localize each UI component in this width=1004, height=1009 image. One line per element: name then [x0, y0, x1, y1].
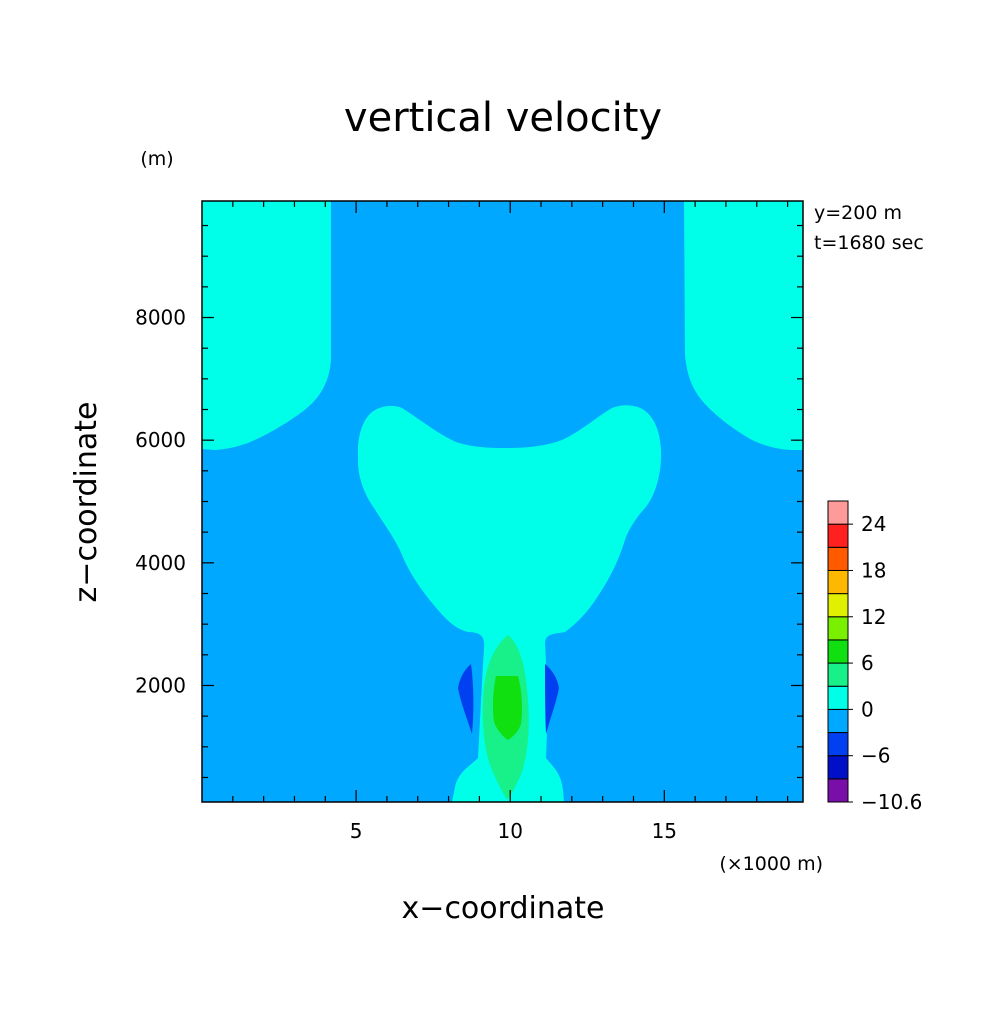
colorbar-swatch	[827, 546, 849, 571]
colorbar-swatch	[827, 662, 849, 687]
colorbar-tick-label: 12	[861, 605, 886, 629]
chart-title: vertical velocity	[344, 95, 662, 141]
colorbar-swatch	[827, 523, 849, 548]
colorbar-swatch	[827, 593, 849, 618]
colorbar-tick-label: −6	[861, 744, 890, 768]
plot-area	[201, 200, 804, 803]
colorbar-swatch	[827, 569, 849, 595]
y-tick-label: 6000	[135, 428, 186, 452]
colorbar-tick-label: 6	[861, 651, 874, 675]
colorbar-tick-label: −10.6	[861, 790, 922, 814]
colorbar-tick-label: 0	[861, 697, 874, 721]
colorbar-tick-label: 18	[861, 558, 886, 582]
region-upper-right	[684, 201, 803, 450]
x-tick-label: 10	[497, 819, 522, 843]
y-unit-label: (m)	[140, 148, 173, 170]
x-axis-label: x−coordinate	[402, 891, 605, 926]
y-tick-label: 8000	[135, 306, 186, 330]
colorbar-swatch	[827, 755, 849, 780]
colorbar: 24 18 12 6 0 −6 −10.6	[827, 500, 922, 814]
region-downdraft-left	[458, 664, 474, 734]
colorbar-swatch	[827, 732, 849, 757]
y-axis: 2000 4000 6000 8000	[135, 224, 803, 779]
colorbar-swatch	[827, 500, 849, 525]
region-downdraft-right	[545, 664, 559, 734]
x-tick-label: 15	[652, 819, 677, 843]
annotation-t: t=1680 sec	[814, 232, 924, 254]
region-upper-left	[202, 201, 331, 450]
region-central-plume	[357, 405, 662, 802]
y-tick-label: 4000	[135, 551, 186, 575]
x-unit-label: (×1000 m)	[719, 853, 823, 875]
colorbar-swatch	[827, 778, 849, 803]
colorbar-swatch	[827, 708, 849, 734]
region-plume-max	[492, 676, 522, 740]
colorbar-swatch	[827, 685, 849, 710]
colorbar-swatch	[827, 616, 849, 641]
colorbar-tick-label: 24	[861, 512, 886, 536]
x-axis: 5 10 15	[232, 201, 789, 843]
annotation-y: y=200 m	[814, 202, 902, 224]
x-tick-label: 5	[350, 819, 363, 843]
y-tick-label: 2000	[135, 673, 186, 697]
y-axis-label: z−coordinate	[69, 402, 104, 603]
colorbar-swatch	[827, 639, 849, 664]
